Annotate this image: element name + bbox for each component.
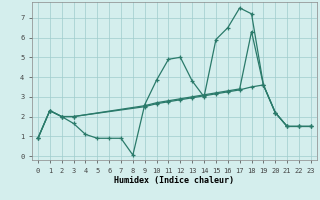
X-axis label: Humidex (Indice chaleur): Humidex (Indice chaleur) <box>115 176 234 185</box>
